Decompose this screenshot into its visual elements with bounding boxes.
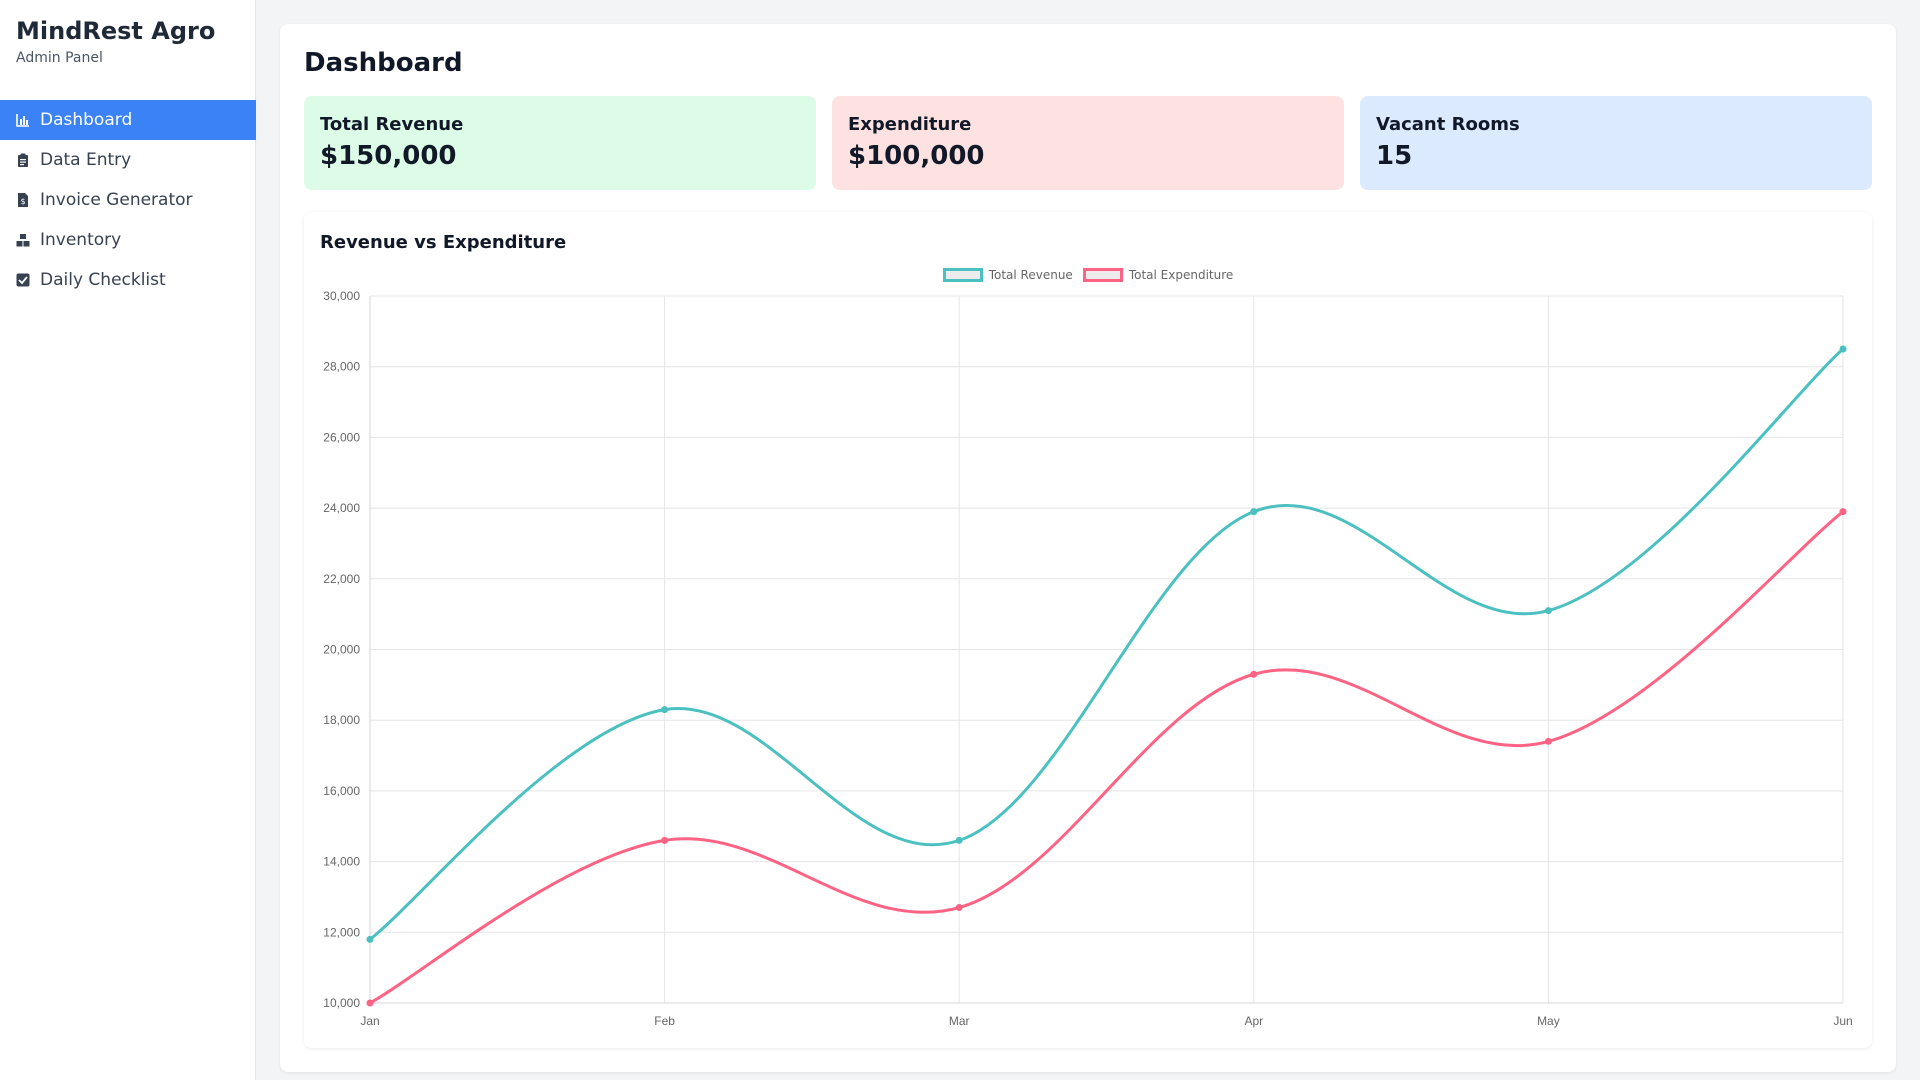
- page-title: Dashboard: [304, 48, 463, 78]
- legend-label: Total Revenue: [988, 268, 1073, 282]
- data-point-total-expenditure: [1544, 737, 1552, 745]
- svg-text:$: $: [20, 197, 25, 206]
- chart-card: Revenue vs Expenditure Total Revenue Tot…: [304, 212, 1872, 1048]
- stat-label: Total Revenue: [320, 114, 464, 135]
- data-point-total-expenditure: [955, 904, 963, 912]
- sidebar-item-data-entry[interactable]: Data Entry: [0, 140, 256, 180]
- sidebar-item-invoice-generator[interactable]: $ Invoice Generator: [0, 180, 256, 220]
- chart-legend: Total Revenue Total Expenditure: [304, 268, 1872, 282]
- y-tick-label: 14,000: [323, 855, 360, 869]
- brand-title: MindRest Agro: [16, 17, 216, 45]
- data-point-total-revenue: [1544, 607, 1552, 615]
- sidebar-item-label: Dashboard: [40, 110, 133, 130]
- x-tick-label: Jun: [1833, 1014, 1852, 1028]
- y-tick-label: 26,000: [323, 430, 360, 444]
- data-point-total-revenue: [366, 935, 374, 943]
- x-tick-label: Jan: [360, 1014, 379, 1028]
- bar-chart-icon: [16, 113, 30, 127]
- y-tick-label: 10,000: [323, 996, 360, 1010]
- x-tick-label: Mar: [949, 1014, 970, 1028]
- y-tick-label: 16,000: [323, 784, 360, 798]
- data-point-total-revenue: [1250, 508, 1258, 516]
- legend-item-expenditure[interactable]: Total Expenditure: [1082, 268, 1234, 282]
- data-point-total-expenditure: [1250, 670, 1258, 678]
- sidebar-item-inventory[interactable]: Inventory: [0, 220, 256, 260]
- sidebar: MindRest Agro Admin Panel Dashboard Data…: [0, 0, 256, 1080]
- sidebar-item-label: Invoice Generator: [40, 190, 193, 210]
- y-tick-label: 18,000: [323, 713, 360, 727]
- stat-value: 15: [1376, 141, 1413, 171]
- data-point-total-expenditure: [366, 999, 374, 1007]
- data-point-total-revenue: [661, 706, 669, 714]
- clipboard-icon: [16, 153, 30, 167]
- x-tick-label: May: [1537, 1014, 1560, 1028]
- stat-value: $150,000: [320, 141, 457, 171]
- brand: MindRest Agro Admin Panel: [0, 0, 255, 66]
- y-tick-label: 30,000: [323, 289, 360, 303]
- sidebar-nav: Dashboard Data Entry $ Invoice Generator…: [0, 100, 256, 300]
- main-content: Dashboard Total Revenue $150,000 Expendi…: [280, 24, 1896, 1072]
- line-chart: 10,000 12,000 14,000 16,000 18,000 20,000 22,0…: [323, 289, 1852, 1028]
- y-tick-label: 22,000: [323, 572, 360, 586]
- brand-subtitle: Admin Panel: [16, 50, 103, 66]
- checkbox-icon: [16, 273, 30, 287]
- sidebar-item-label: Data Entry: [40, 150, 132, 170]
- y-tick-label: 12,000: [323, 925, 360, 939]
- y-tick-label: 20,000: [323, 643, 360, 657]
- stat-label: Vacant Rooms: [1376, 114, 1520, 135]
- data-point-total-expenditure: [1839, 508, 1847, 516]
- boxes-icon: [16, 233, 30, 247]
- legend-swatch: [942, 268, 983, 282]
- y-tick-label: 24,000: [323, 501, 360, 515]
- stat-value: $100,000: [848, 141, 985, 171]
- chart-title: Revenue vs Expenditure: [320, 232, 567, 253]
- sidebar-item-daily-checklist[interactable]: Daily Checklist: [0, 260, 256, 300]
- stat-card-total-revenue: Total Revenue $150,000: [304, 96, 816, 190]
- legend-label: Total Expenditure: [1128, 268, 1234, 282]
- sidebar-item-dashboard[interactable]: Dashboard: [0, 100, 256, 140]
- series-line-total-revenue: [369, 347, 1844, 941]
- y-tick-label: 28,000: [323, 360, 360, 374]
- stat-card-vacant-rooms: Vacant Rooms 15: [1360, 96, 1872, 190]
- sidebar-item-label: Inventory: [40, 230, 122, 250]
- invoice-icon: $: [16, 193, 30, 207]
- stat-label: Expenditure: [848, 114, 972, 135]
- data-point-total-revenue: [955, 836, 963, 844]
- sidebar-item-label: Daily Checklist: [40, 270, 166, 290]
- data-point-total-revenue: [1839, 345, 1847, 353]
- stat-card-expenditure: Expenditure $100,000: [832, 96, 1344, 190]
- series-line-total-expenditure: [369, 510, 1844, 1005]
- legend-item-revenue[interactable]: Total Revenue: [942, 268, 1073, 282]
- legend-swatch: [1082, 268, 1123, 282]
- x-tick-label: Feb: [654, 1014, 675, 1028]
- data-point-total-expenditure: [661, 836, 669, 844]
- x-tick-label: Apr: [1244, 1014, 1263, 1028]
